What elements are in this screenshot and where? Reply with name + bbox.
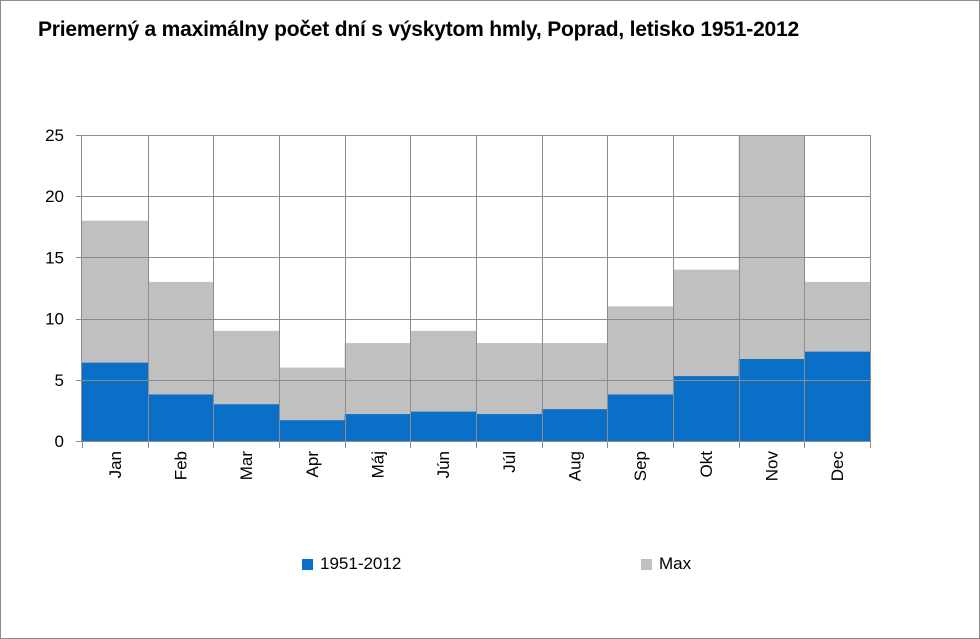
avg-bar-Máj: [344, 414, 411, 441]
avg-bar-Nov: [738, 358, 805, 441]
legend-label-avg: 1951-2012: [320, 554, 402, 573]
y-tick-label: 20: [45, 187, 64, 206]
avg-bar-Júl: [476, 414, 543, 441]
avg-bar-Jún: [410, 411, 477, 441]
x-tick-label: Dec: [828, 451, 847, 482]
avg-bar-Okt: [673, 376, 740, 441]
x-tick-label: Apr: [303, 451, 322, 478]
gridlines: [82, 135, 871, 441]
avg-bar-Jan: [82, 362, 149, 441]
x-tick-label: Jan: [106, 451, 125, 478]
y-tick-label: 15: [45, 248, 64, 267]
avg-bar-Aug: [541, 409, 608, 441]
y-tick-label: 0: [55, 432, 64, 451]
legend-label-max: Max: [659, 554, 692, 573]
x-tick-label: Feb: [172, 451, 191, 480]
chart-title: Priemerný a maximálny počet dní s výskyt…: [38, 18, 799, 41]
avg-series: [82, 351, 871, 441]
y-tick-label: 10: [45, 310, 64, 329]
y-tick-label: 5: [55, 371, 64, 390]
y-tick-label: 25: [45, 126, 64, 145]
x-tick-label: Aug: [566, 451, 585, 481]
x-tick-label: Sep: [631, 451, 650, 481]
legend-swatch-avg: [302, 558, 313, 570]
avg-bar-Dec: [804, 351, 871, 441]
avg-bar-Sep: [607, 394, 674, 441]
x-tick-label: Mar: [237, 451, 256, 481]
x-tick-label: Jún: [434, 451, 453, 478]
avg-bar-Feb: [147, 394, 214, 441]
x-tick-label: Máj: [369, 451, 388, 478]
x-tick-label: Nov: [763, 451, 782, 482]
legend-item-avg: 1951-2012: [302, 552, 401, 576]
avg-bar-Mar: [213, 404, 280, 441]
avg-bar-Apr: [279, 420, 346, 441]
x-tick-label: Júl: [500, 451, 519, 473]
x-tick-label: Okt: [697, 451, 716, 478]
axes: 0 5 10 15 20 25 Jan Feb Mar Apr Máj Jún Júl Aug Sep Okt…: [45, 126, 871, 482]
legend-swatch-max: [641, 558, 652, 570]
legend-item-max: Max: [641, 552, 691, 576]
